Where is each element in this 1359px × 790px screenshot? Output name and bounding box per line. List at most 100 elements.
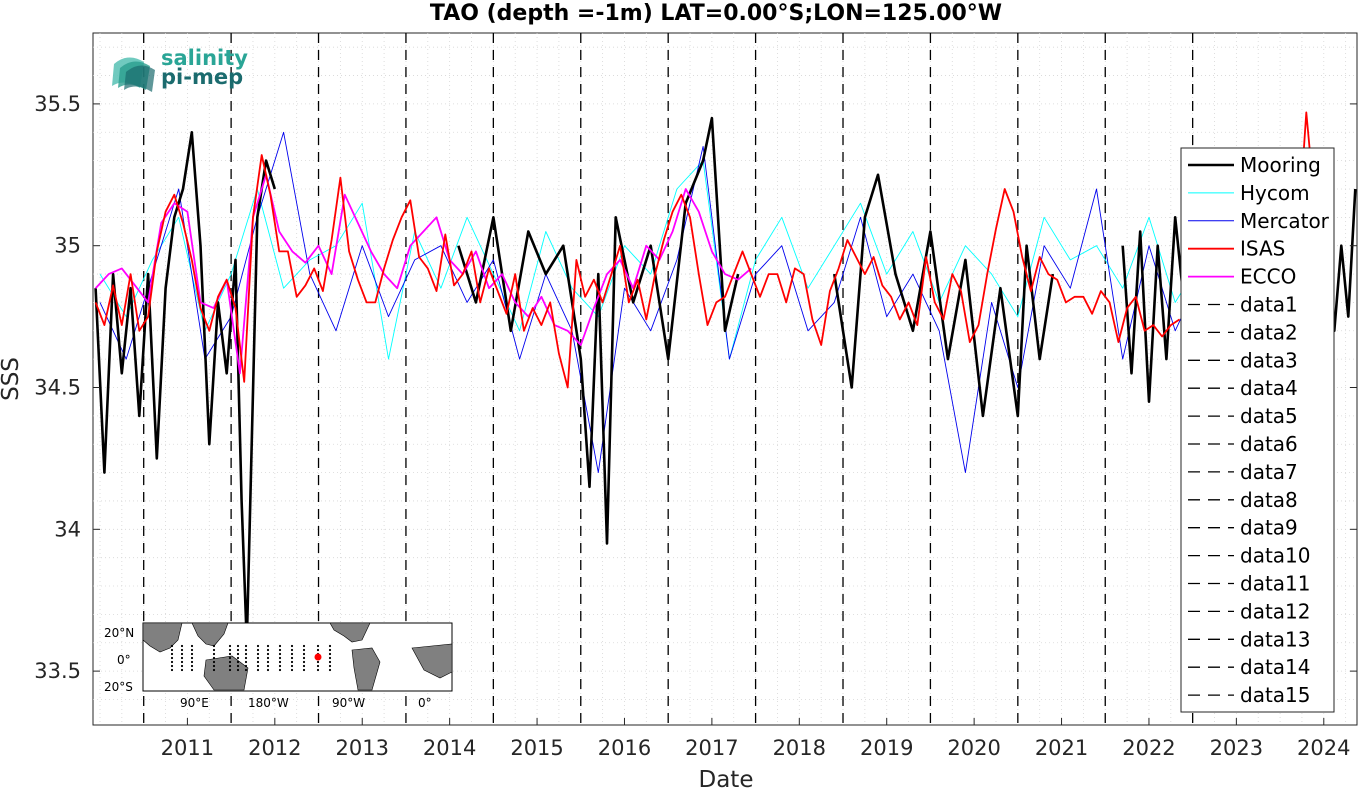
map-station-dot [236,660,240,664]
series-line-isas [94,154,1181,389]
map-station-dot [316,664,320,668]
y-axis-label: SSS [0,357,24,401]
x-axis-ticks: 2011 2012 2013 2014 2015 2016 2017 2018 2019 2020… [161,718,1351,760]
map-station-dot [190,648,194,652]
map-station-dot [278,660,282,664]
map-station-dot [190,656,194,660]
map-station-dot [228,660,232,664]
x-tick-label: 2015 [510,736,563,760]
plot-area [92,32,1358,726]
landmass-americas [329,622,371,643]
x-tick-label: 2014 [423,736,476,760]
map-station-dot [328,644,332,648]
map-station-dot [212,664,216,668]
map-station-dot [190,664,194,668]
x-tick-label: 2018 [773,736,826,760]
map-station-dot [236,656,240,660]
map-station-dot [170,660,174,664]
map-station-dot [290,644,294,648]
map-station-dot [170,664,174,668]
legend-label: data2 [1240,320,1298,344]
map-station-dot [228,656,232,660]
map-station-dot [290,664,294,668]
x-tick-label: 2020 [947,736,1000,760]
map-station-dot [170,644,174,648]
x-tick-label: 2011 [161,736,214,760]
series-line-mooring [94,131,277,645]
map-station-dot [302,660,306,664]
map-station-dot [190,668,194,672]
legend-label: ECCO [1240,265,1296,289]
map-station-dot [256,644,260,648]
map-station-dot [236,644,240,648]
legend-label: data5 [1240,404,1298,428]
map-station-dot [180,656,184,660]
legend: Mooring Hycom Mercator ISAS ECCO data1 data2 da… [1180,147,1335,713]
map-station-dot [328,664,332,668]
map-station-dot [212,652,216,656]
map-station-dot [228,668,232,672]
map-station-dot [244,648,248,652]
map-station-dot [190,652,194,656]
inset-lat-label: 20°N [104,626,134,640]
map-station-dot [290,660,294,664]
map-station-dot [228,648,232,652]
map-station-dot [278,664,282,668]
logo-text-pi-mep: pi-mep [161,65,243,89]
map-station-dot [190,660,194,664]
y-tick-label: 35 [54,234,81,258]
map-station-dot [328,656,332,660]
map-station-dot [244,644,248,648]
x-tick-label: 2019 [860,736,913,760]
map-station-dot [190,644,194,648]
map-station-dot [212,648,216,652]
map-station-dot [236,652,240,656]
map-station-dot [244,656,248,660]
map-station-dot [302,648,306,652]
map-station-dot [316,644,320,648]
map-station-dot [236,668,240,672]
y-tick-label: 34.5 [34,376,81,400]
legend-label: data13 [1240,627,1311,651]
x-tick-label: 2021 [1035,736,1088,760]
x-tick-label: 2023 [1210,736,1263,760]
x-tick-label: 2017 [685,736,738,760]
y-axis-ticks: 33.5 34 34.5 35 35.5 [34,92,1357,683]
x-tick-label: 2022 [1122,736,1175,760]
x-axis-label: Date [699,767,754,790]
map-station-dot [278,656,282,660]
map-station-dot [302,668,306,672]
logo-text-salinity: salinity [161,46,248,70]
inset-lon-label: 180°W [248,696,289,710]
map-station-dot [256,660,260,664]
inset-map: 20°N 0° 20°S 90°E 180°W 90°W 0° [104,622,453,710]
y-tick-label: 35.5 [34,92,81,116]
map-station-dot [180,668,184,672]
map-station-dot [212,660,216,664]
legend-label: data15 [1240,683,1311,707]
map-station-dot [236,648,240,652]
legend-label: data7 [1240,460,1298,484]
map-station-dot [256,656,260,660]
inset-lat-label: 20°S [104,680,133,694]
map-station-dot [316,660,320,664]
inset-lon-label: 90°E [180,696,209,710]
map-station-dot [180,648,184,652]
legend-label: data8 [1240,488,1298,512]
x-tick-label: 2013 [336,736,389,760]
series-line-mooring [833,173,1055,418]
landmass-asia [142,622,183,653]
map-station-dot [256,648,260,652]
map-station-dot [244,660,248,664]
landmass-africa [411,643,453,679]
map-station-dot [266,648,270,652]
map-station-dot [266,664,270,668]
station-marker [314,653,322,661]
legend-label: Mercator [1240,209,1330,233]
legend-label: Mooring [1240,153,1321,177]
legend-label: data14 [1240,655,1311,679]
map-station-dot [290,652,294,656]
map-station-dot [180,644,184,648]
map-station-dot [244,652,248,656]
map-station-dot [170,668,174,672]
